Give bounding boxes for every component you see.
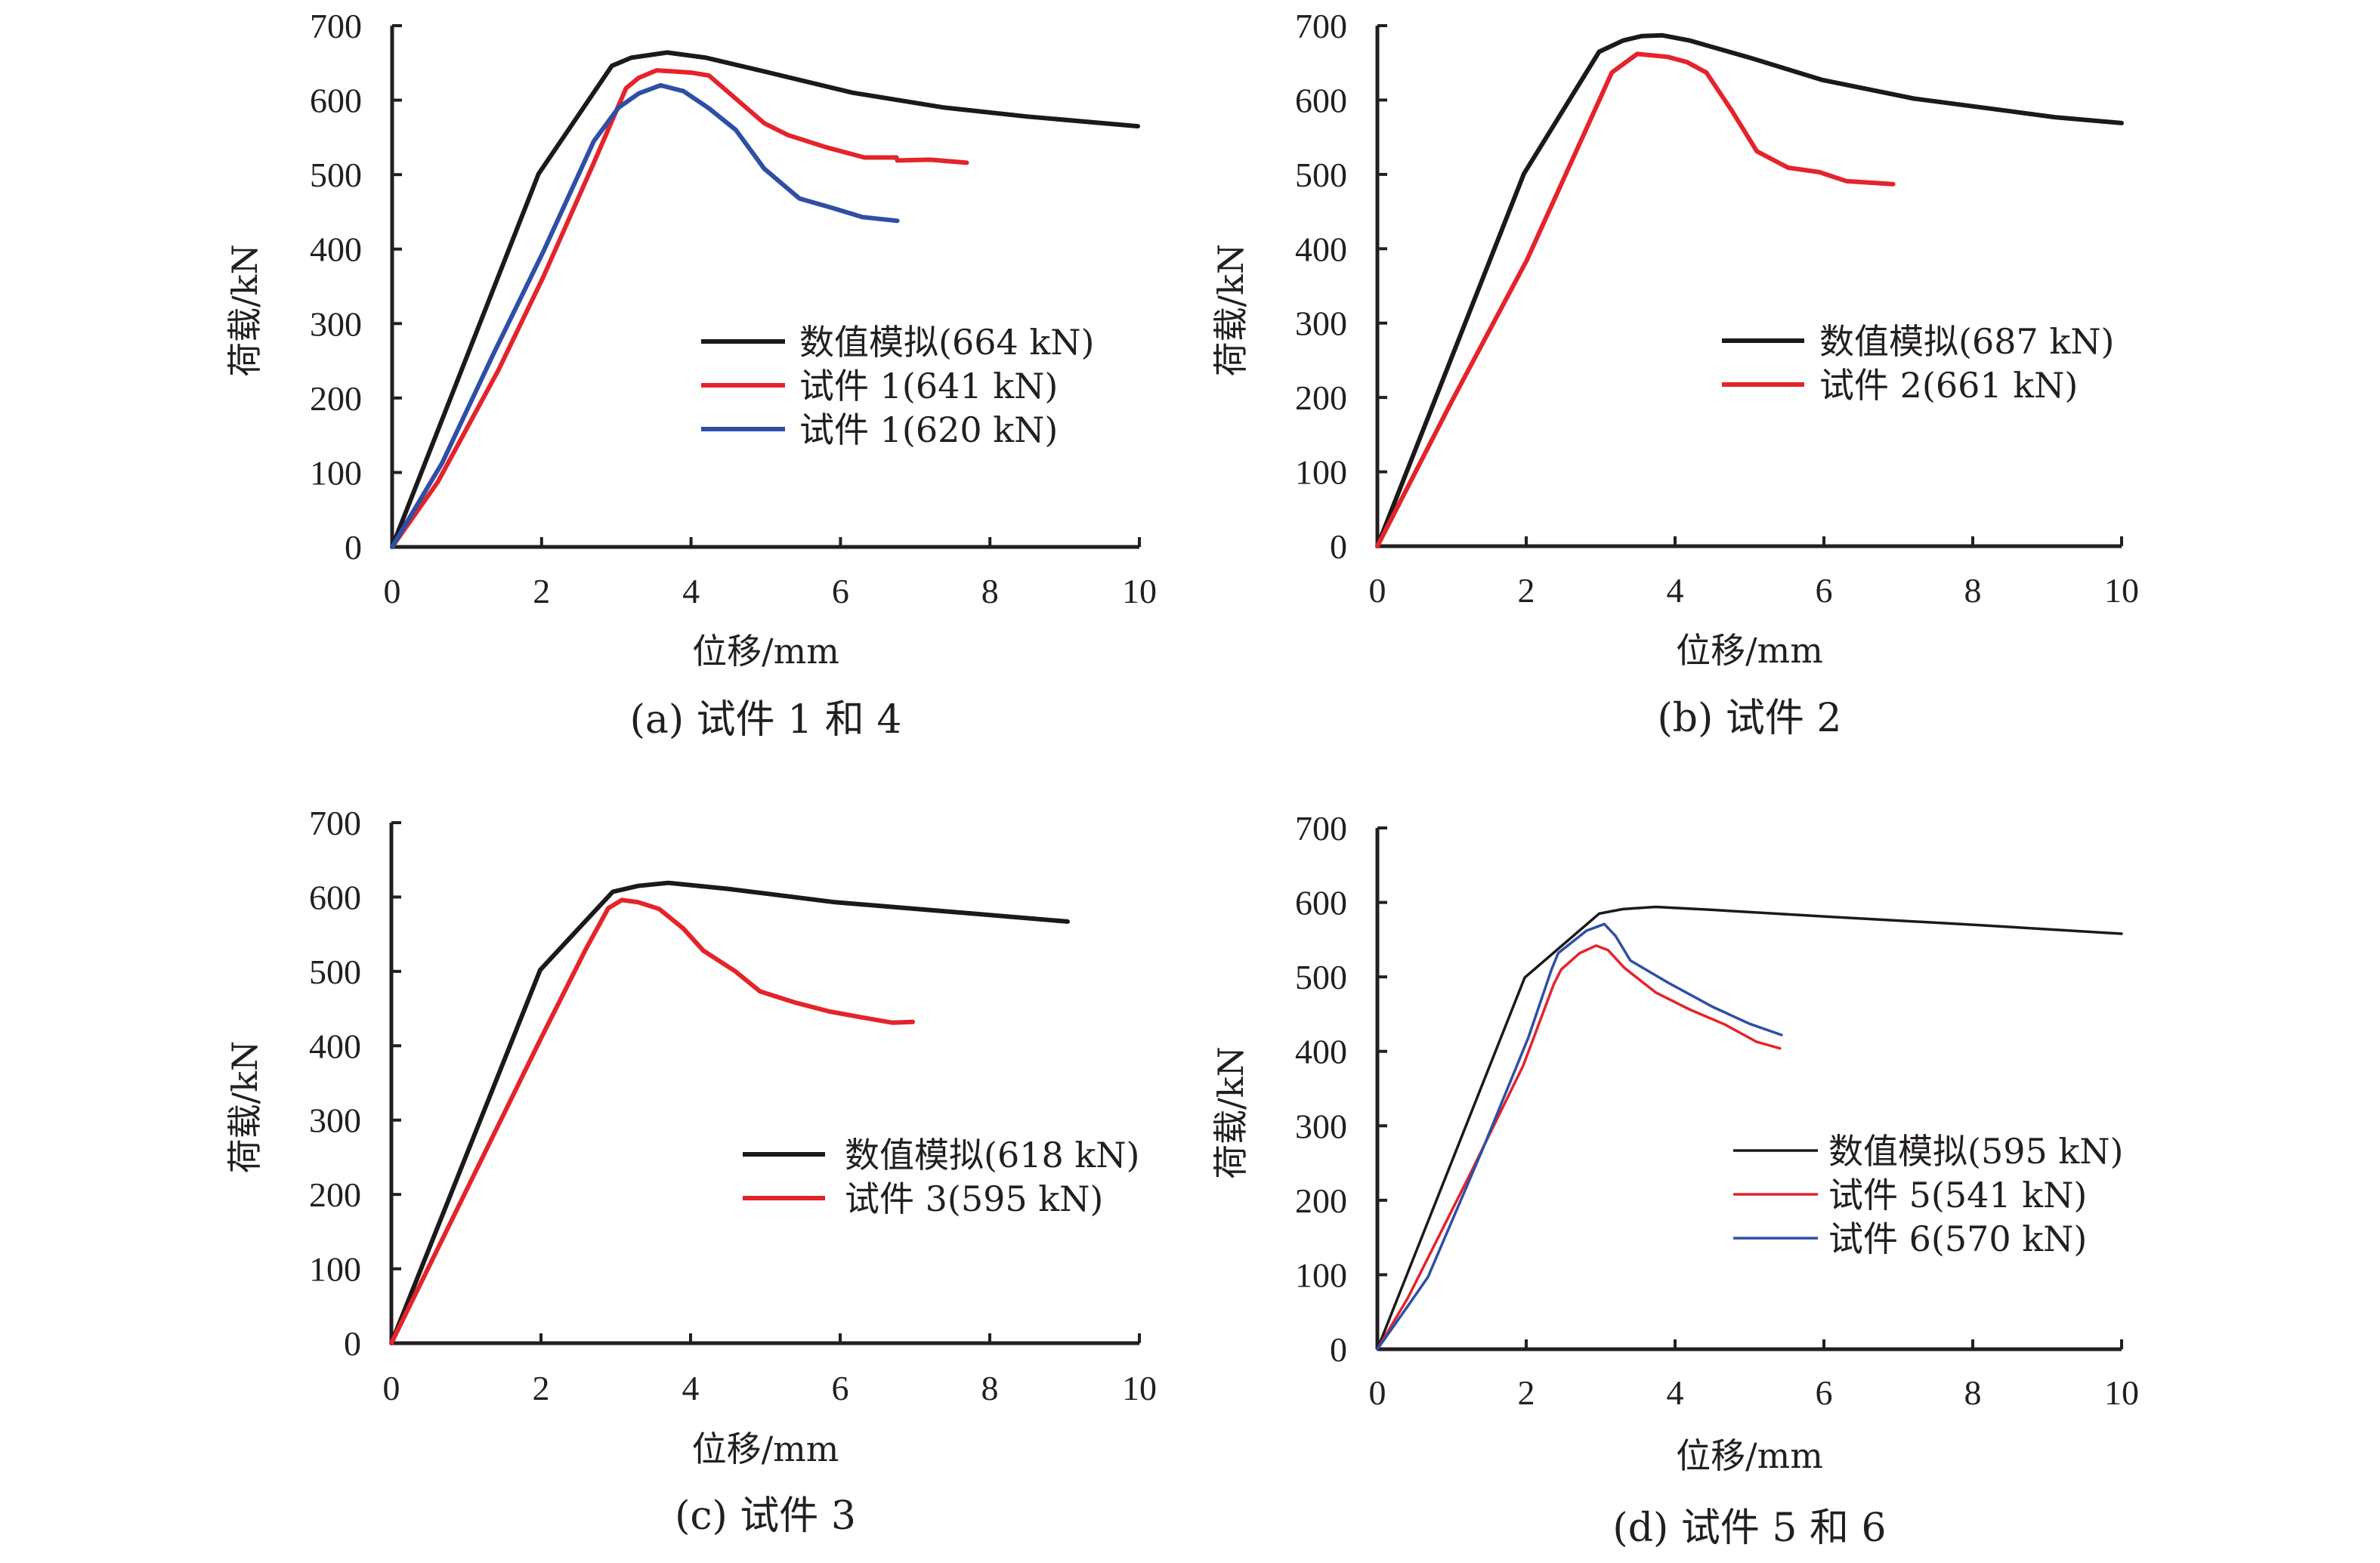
x-tick-label: 2 — [533, 572, 550, 610]
legend-label: 数值模拟(618 kN) — [845, 1135, 1139, 1175]
x-tick-label: 6 — [1816, 1373, 1833, 1412]
x-tick-label: 6 — [832, 1369, 849, 1407]
y-tick-label: 600 — [309, 878, 361, 916]
y-tick-label: 200 — [1295, 1182, 1347, 1220]
y-axis-title: 荷载/kN — [224, 244, 265, 377]
x-axis-title: 位移/mm — [1676, 630, 1823, 671]
y-tick-label: 400 — [310, 230, 362, 269]
legend-label: 试件 2(661 kN) — [1819, 365, 2078, 406]
legend-label: 数值模拟(595 kN) — [1828, 1131, 2123, 1172]
y-axis-title: 荷载/kN — [1210, 244, 1251, 377]
x-tick-label: 4 — [1667, 1373, 1684, 1412]
legend-label: 试件 5(541 kN) — [1828, 1175, 2087, 1215]
x-tick-label: 2 — [533, 1369, 550, 1407]
y-tick-label: 600 — [310, 82, 362, 120]
y-tick-label: 600 — [1295, 884, 1347, 922]
legend-label: 数值模拟(664 kN) — [799, 322, 1094, 363]
panel-caption: (b) 试件 2 — [1657, 696, 1841, 741]
y-tick-label: 600 — [1295, 81, 1347, 119]
chart-panel-b: 0 100 200 300 400 500 600 700 0 2 4 6 8 10 位移/mm 荷载/kN 数… — [1210, 7, 2139, 741]
y-tick-label: 700 — [1295, 809, 1347, 848]
legend: 数值模拟(687 kN)试件 2(661 kN) — [1722, 321, 2114, 406]
x-tick-label: 0 — [383, 1369, 400, 1407]
y-tick-label: 400 — [309, 1027, 361, 1065]
y-tick-label: 300 — [1295, 304, 1347, 343]
y-tick-label: 700 — [310, 7, 362, 45]
y-tick-label: 100 — [310, 453, 362, 492]
x-axis-title: 位移/mm — [692, 1429, 839, 1469]
x-tick-label: 4 — [1667, 571, 1684, 610]
x-tick-label: 8 — [1964, 571, 1982, 610]
panel-caption: (c) 试件 3 — [675, 1493, 856, 1539]
y-tick-label: 100 — [309, 1250, 361, 1289]
series-line-1 — [390, 50, 1140, 549]
y-tick-label: 300 — [309, 1101, 361, 1140]
legend: 数值模拟(664 kN)试件 1(641 kN)试件 1(620 kN) — [701, 322, 1094, 450]
y-tick-label: 500 — [1295, 156, 1347, 194]
series-line-3 — [1376, 922, 1783, 1351]
legend-label: 试件 3(595 kN) — [845, 1178, 1103, 1219]
y-tick-label: 300 — [1295, 1107, 1347, 1145]
x-axis-title: 位移/mm — [692, 631, 839, 672]
x-tick-label: 2 — [1518, 1373, 1535, 1412]
y-tick-label: 0 — [1330, 1330, 1347, 1369]
legend-label: 数值模拟(687 kN) — [1819, 321, 2114, 362]
y-tick-label: 200 — [310, 379, 362, 418]
series-line-2 — [390, 68, 969, 549]
x-tick-label: 0 — [1369, 1373, 1386, 1412]
x-tick-label: 8 — [981, 572, 999, 610]
y-tick-label: 500 — [1295, 958, 1347, 996]
x-tick-label: 10 — [2104, 571, 2139, 610]
y-tick-label: 400 — [1295, 230, 1347, 268]
y-tick-label: 0 — [344, 1324, 361, 1363]
series-line-1 — [1376, 905, 2123, 1351]
x-tick-label: 4 — [682, 1369, 700, 1407]
x-tick-label: 10 — [1122, 1369, 1157, 1407]
y-tick-label: 700 — [1295, 7, 1347, 45]
legend-label: 试件 1(641 kN) — [799, 366, 1058, 406]
x-tick-label: 8 — [1964, 1373, 1982, 1412]
y-tick-label: 100 — [1295, 453, 1347, 492]
x-tick-label: 8 — [981, 1369, 999, 1407]
y-tick-label: 500 — [310, 156, 362, 194]
series-line-2 — [1375, 51, 1896, 548]
x-tick-label: 2 — [1518, 571, 1535, 610]
y-tick-label: 100 — [1295, 1256, 1347, 1294]
x-tick-label: 0 — [1369, 571, 1386, 610]
y-tick-label: 500 — [309, 953, 361, 991]
y-tick-label: 400 — [1295, 1033, 1347, 1071]
legend: 数值模拟(595 kN)试件 5(541 kN)试件 6(570 kN) — [1733, 1131, 2123, 1259]
series-line-1 — [1375, 32, 2124, 548]
panel-caption: (d) 试件 5 和 6 — [1612, 1506, 1886, 1551]
y-tick-label: 200 — [309, 1175, 361, 1214]
chart-panel-c: 0 100 200 300 400 500 600 700 0 2 4 6 8 10 位移/mm 荷载/kN 数… — [224, 804, 1157, 1539]
x-tick-label: 4 — [682, 572, 700, 610]
chart-panel-a: 0 100 200 300 400 500 600 700 0 2 4 6 8 10 位移/mm 荷载/kN 数… — [224, 7, 1157, 743]
legend-label: 试件 1(620 kN) — [799, 409, 1058, 450]
series-line-3 — [390, 82, 900, 549]
y-axis-title: 荷载/kN — [1210, 1046, 1251, 1179]
x-tick-label: 10 — [2104, 1373, 2139, 1412]
y-tick-label: 0 — [345, 528, 362, 567]
y-tick-label: 700 — [309, 804, 361, 842]
series-line-2 — [389, 897, 915, 1345]
x-tick-label: 0 — [384, 572, 401, 610]
y-tick-label: 300 — [310, 304, 362, 343]
y-tick-label: 200 — [1295, 378, 1347, 417]
x-tick-label: 6 — [832, 572, 849, 610]
panel-caption: (a) 试件 1 和 4 — [630, 697, 902, 743]
series-line-1 — [389, 880, 1070, 1345]
chart-panel-d: 0 100 200 300 400 500 600 700 0 2 4 6 8 10 位移/mm 荷载/kN 数… — [1210, 809, 2139, 1551]
legend: 数值模拟(618 kN)试件 3(595 kN) — [743, 1135, 1139, 1219]
legend-label: 试件 6(570 kN) — [1828, 1219, 2087, 1259]
x-axis-title: 位移/mm — [1676, 1435, 1823, 1476]
x-tick-label: 10 — [1122, 572, 1157, 610]
y-tick-label: 0 — [1330, 527, 1347, 566]
y-axis-title: 荷载/kN — [224, 1041, 265, 1174]
x-tick-label: 6 — [1816, 571, 1833, 610]
